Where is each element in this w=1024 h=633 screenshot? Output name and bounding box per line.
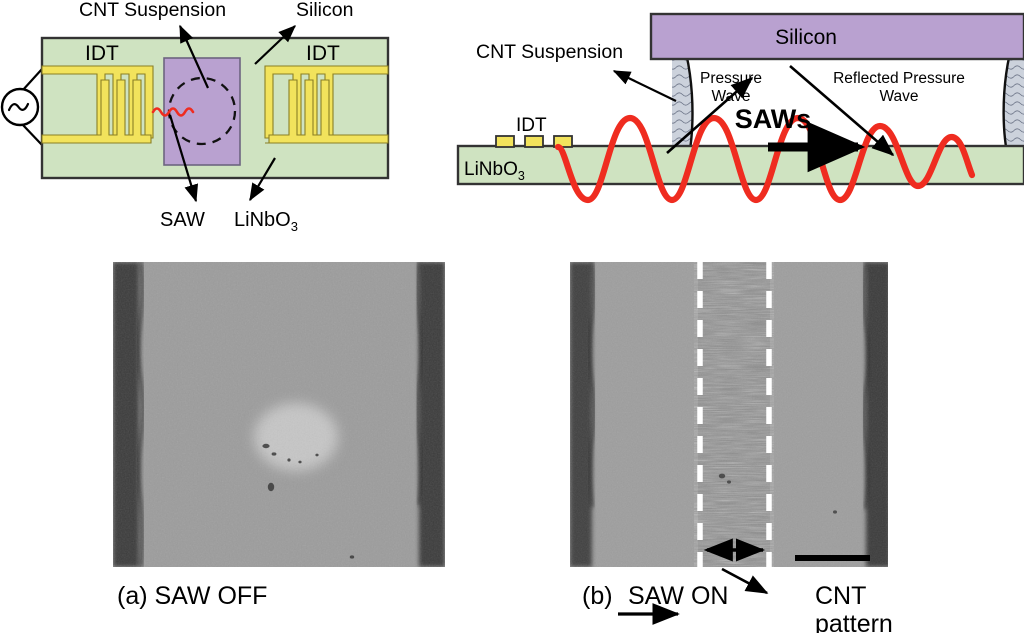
label-silicon-topleft: Silicon <box>296 0 353 21</box>
label-cnt-suspension-topleft: CNT Suspension <box>79 0 226 21</box>
leader-cnt-suspension-sideview <box>612 70 677 102</box>
idt-pad-2 <box>524 135 544 148</box>
caption-panel-a: (a) SAW OFF <box>117 582 267 610</box>
idt-pad-1 <box>495 135 515 148</box>
label-linbo3-text: LiNbO <box>234 209 291 231</box>
leader-silicon <box>254 25 296 65</box>
label-reflected-pressure-wave-line1: Reflected Pressure <box>833 70 965 87</box>
label-silicon-sideview: Silicon <box>775 26 837 49</box>
label-saws: SAWs <box>735 104 812 134</box>
label-reflected-pressure-wave-line2: Wave <box>879 88 918 105</box>
leader-linbo3 <box>249 157 276 202</box>
annotation-cnt-pattern-line1: CNT <box>815 582 866 610</box>
leader-lines-topleft <box>168 24 296 203</box>
label-linbo3-subscript: 3 <box>291 219 298 234</box>
idt-pads-sideview <box>495 135 573 148</box>
leader-saw <box>168 114 199 203</box>
ac-source-symbol <box>0 68 43 146</box>
label-pressure-wave-line2: Wave <box>711 88 750 105</box>
label-linbo3-sideview-text: LiNbO <box>464 159 518 180</box>
label-linbo3-sideview: LiNbO3 <box>464 159 525 183</box>
liquid-fill-right-edge <box>1014 39 1024 178</box>
label-cnt-suspension-sideview: CNT Suspension <box>476 41 623 63</box>
saw-sine-wave <box>554 114 976 204</box>
micrograph-panel-a <box>113 262 445 567</box>
label-linbo3-sideview-sub: 3 <box>518 169 525 183</box>
label-idt-right: IDT <box>306 42 340 65</box>
silicon-slab-sideview <box>649 12 1024 61</box>
label-saw-topleft: SAW <box>160 209 205 231</box>
caption-panel-b-prefix: (b) <box>582 582 613 610</box>
top-right-schematic: Silicon LiNbO3 IDT Pressure Wave Reflect… <box>456 12 1024 204</box>
label-linbo3-topleft: LiNbO3 <box>234 209 298 234</box>
debris-b <box>718 473 837 514</box>
label-idt-sideview: IDT <box>516 115 547 136</box>
arrow-pressure-wave <box>666 76 754 154</box>
arrow-reflected-pressure-wave <box>789 65 895 157</box>
leader-cnt-suspension <box>178 24 210 89</box>
idt-left-electrodes <box>41 65 154 144</box>
idt-right-electrodes <box>264 65 389 144</box>
leader-cnt-pattern <box>721 567 769 595</box>
micrograph-panel-b <box>570 262 888 625</box>
label-idt-left: IDT <box>85 42 119 65</box>
debris-a <box>262 443 355 559</box>
top-left-schematic: CNT Suspension Silicon IDT IDT SAW LiNbO… <box>0 0 390 234</box>
saw-wave-squiggle <box>151 107 195 117</box>
label-pressure-wave-line1: Pressure <box>700 70 762 87</box>
annotation-cnt-pattern-line2: pattern <box>815 610 893 633</box>
caption-panel-b: SAW ON <box>628 582 728 610</box>
